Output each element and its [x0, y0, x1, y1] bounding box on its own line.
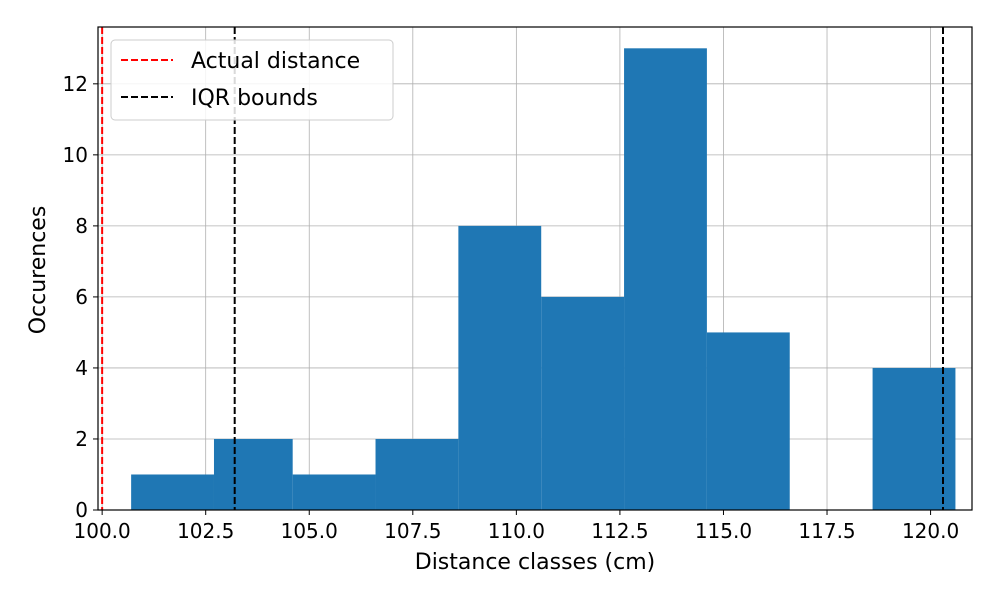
- y-axis-label: Occurences: [26, 206, 51, 335]
- legend-label-actual-distance: Actual distance: [191, 49, 360, 74]
- y-tick-label: 12: [63, 72, 88, 96]
- plot-frame: [97, 26, 973, 511]
- x-axis-ticks: 100.0 102.5 105.0 107.5 110.0 112.5 115.0 117.5…: [74, 510, 959, 543]
- x-tick-label: 112.5: [591, 519, 648, 543]
- y-tick-label: 8: [75, 214, 88, 238]
- histogram-bar: [292, 474, 376, 510]
- x-tick-label: 110.0: [488, 519, 545, 543]
- x-tick-label: 117.5: [798, 519, 855, 543]
- y-tick-label: 2: [75, 427, 88, 451]
- histogram-bar: [458, 225, 542, 510]
- y-tick-label: 4: [75, 356, 88, 380]
- y-tick-label: 10: [63, 143, 88, 167]
- histogram-bar: [541, 296, 625, 510]
- legend: Actual distance IQR bounds: [110, 39, 394, 121]
- y-tick-label: 6: [75, 285, 88, 309]
- histogram-bar: [872, 367, 956, 510]
- x-tick-label: 115.0: [695, 519, 752, 543]
- x-tick-label: 120.0: [902, 519, 959, 543]
- legend-label-iqr-bounds: IQR bounds: [191, 86, 318, 111]
- x-tick-label: 105.0: [281, 519, 338, 543]
- y-tick-label: 0: [75, 498, 88, 522]
- histogram-bar: [375, 438, 459, 510]
- bars: [131, 48, 956, 510]
- x-axis-label: Distance classes (cm): [415, 550, 656, 575]
- histogram-bar: [213, 438, 293, 510]
- x-tick-label: 102.5: [177, 519, 234, 543]
- y-axis-ticks: 0 2 4 6 8 10 12: [63, 72, 98, 522]
- x-tick-label: 100.0: [74, 519, 131, 543]
- histogram-bar: [131, 474, 214, 510]
- histogram-bar: [706, 332, 790, 510]
- histogram-bar: [624, 48, 707, 510]
- x-tick-label: 107.5: [384, 519, 441, 543]
- legend-box: [110, 39, 394, 121]
